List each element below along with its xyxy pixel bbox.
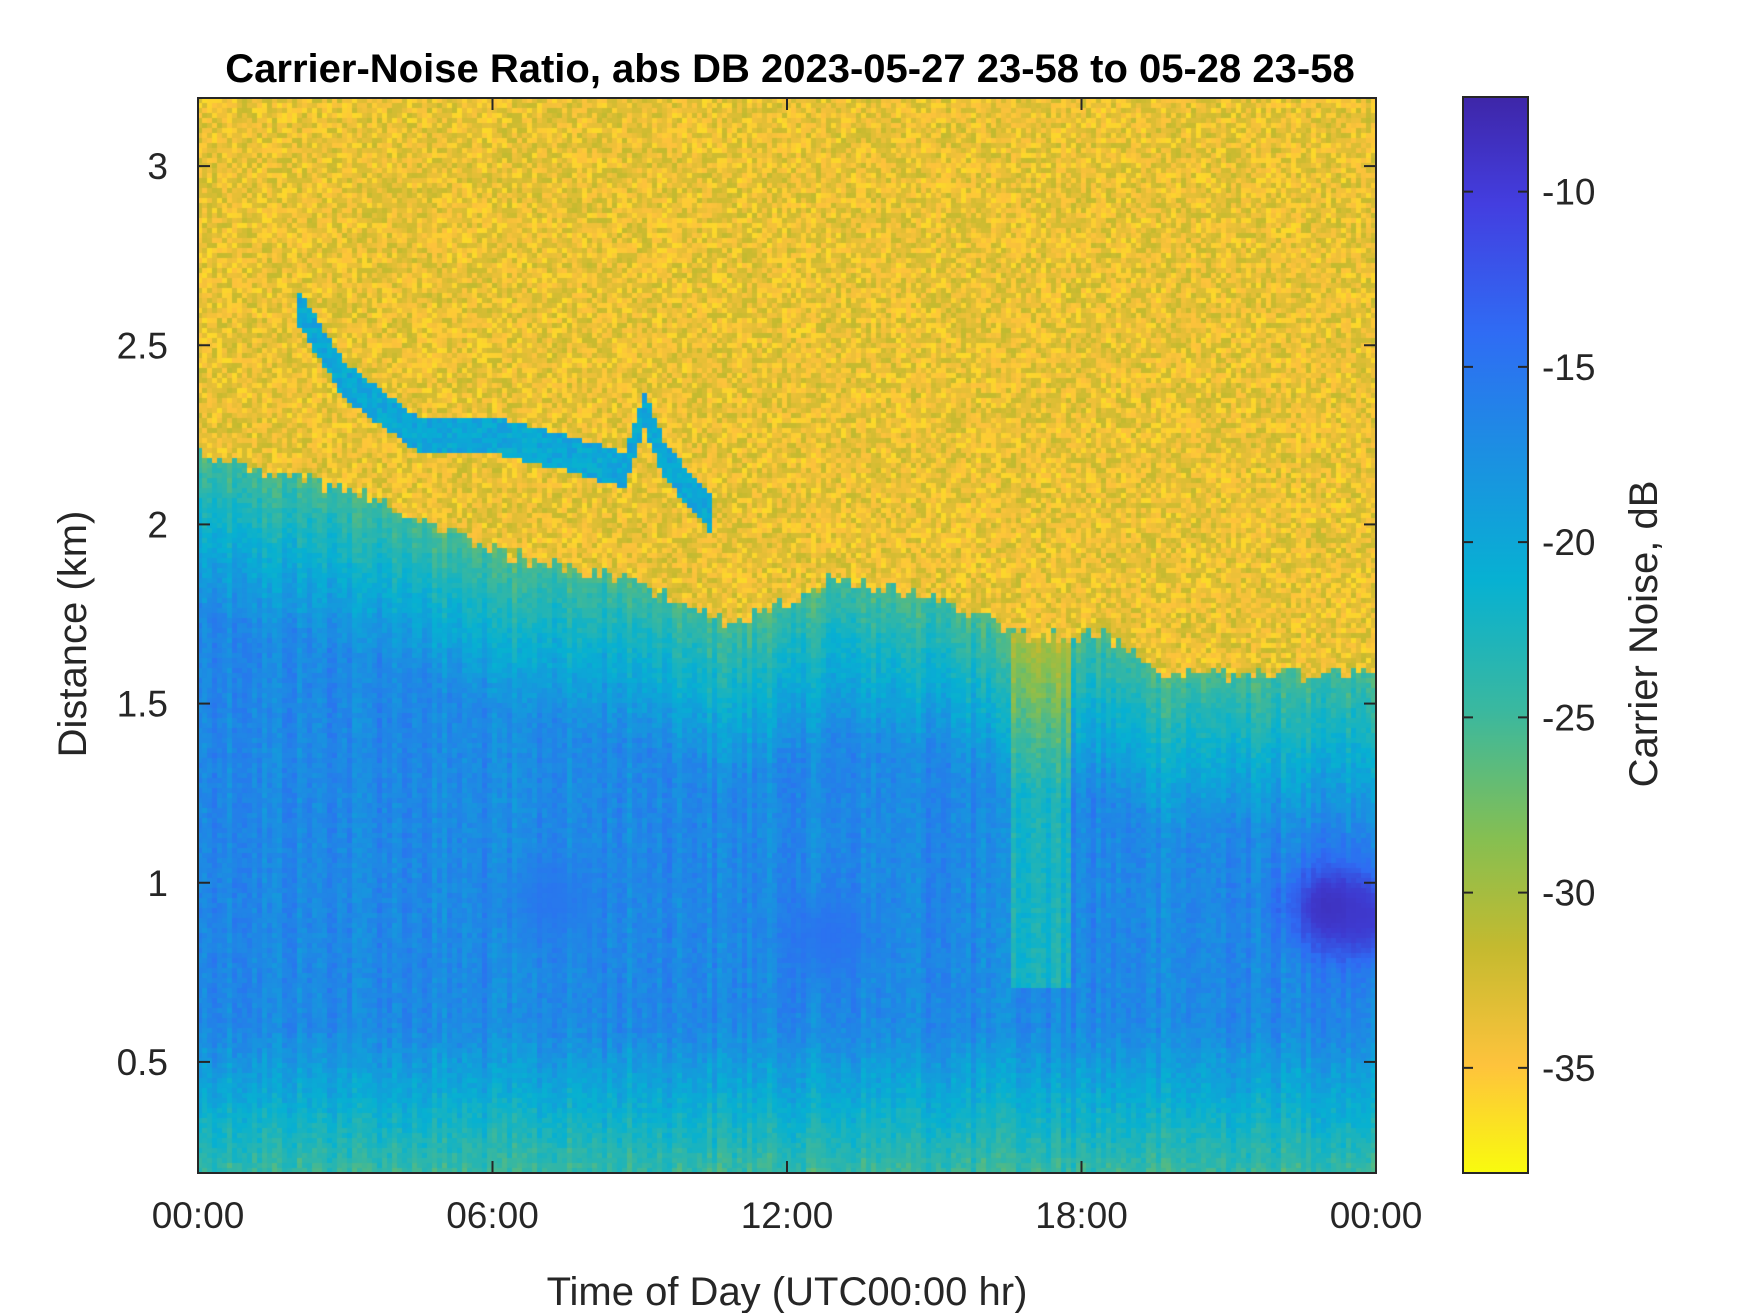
y-tick-label: 2 xyxy=(147,504,168,545)
x-tick-label: 12:00 xyxy=(741,1195,834,1236)
colorbar-label: Carrier Noise, dB xyxy=(1622,481,1666,788)
x-tick-label: 18:00 xyxy=(1035,1195,1128,1236)
y-tick-label: 3 xyxy=(147,146,168,187)
colorbar xyxy=(1462,96,1529,1174)
chart-title: Carrier-Noise Ratio, abs DB 2023-05-27 2… xyxy=(225,47,1354,91)
x-axis-label: Time of Day (UTC00:00 hr) xyxy=(547,1270,1028,1313)
heatmap-plot xyxy=(198,98,1376,1173)
y-tick-label: 2.5 xyxy=(117,325,168,366)
colorbar-ticks: -10 -15 -20 -25 -30 -35 xyxy=(1463,172,1595,1089)
colorbar-tick-label: -10 xyxy=(1542,172,1595,213)
colorbar-tick-label: -35 xyxy=(1542,1048,1595,1089)
x-tick-label: 00:00 xyxy=(1330,1195,1423,1236)
x-tick-label: 00:00 xyxy=(152,1195,245,1236)
x-tick-label: 06:00 xyxy=(446,1195,539,1236)
y-axis-label: Distance (km) xyxy=(51,511,95,758)
colorbar-tick-label: -25 xyxy=(1542,697,1595,738)
colorbar-tick-label: -15 xyxy=(1542,347,1595,388)
colorbar-tick-label: -20 xyxy=(1542,522,1595,563)
colorbar-tick-label: -30 xyxy=(1542,873,1595,914)
y-tick-label: 1 xyxy=(147,863,168,904)
y-tick-label: 0.5 xyxy=(117,1042,168,1083)
x-axis-ticks: 00:00 06:00 12:00 18:00 00:00 xyxy=(152,98,1423,1236)
y-axis-ticks: 0.5 1 1.5 2 2.5 3 xyxy=(117,146,1376,1083)
y-tick-label: 1.5 xyxy=(117,684,168,725)
